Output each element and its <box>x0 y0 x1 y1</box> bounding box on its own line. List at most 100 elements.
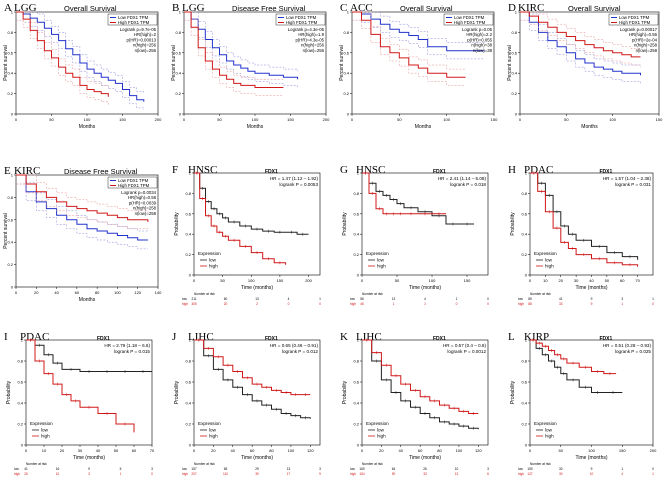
risk-high-cell: 9 <box>319 472 321 476</box>
stat-line: HR(high)=1.9 <box>298 32 324 37</box>
risk-high-cell: high <box>14 472 20 476</box>
ci-lower-low <box>520 19 641 84</box>
x-tick-label: 0 <box>15 290 18 295</box>
legend-box <box>107 176 158 189</box>
y-axis-label: Probability <box>6 380 12 404</box>
risk-high-cell: 90 <box>392 472 396 476</box>
x-tick-label: 50 <box>114 448 119 453</box>
x-tick-label: 0 <box>529 448 532 453</box>
legend-label-high: high <box>545 264 554 269</box>
panel-C: C ACC Overall Survival 0 0.2 0.4 0.6 0.8 1 0 50 100… <box>339 2 498 130</box>
risk-low-cell: low <box>518 297 523 301</box>
x-tick-label: 100 <box>84 117 91 122</box>
risk-low-cell: low <box>350 297 355 301</box>
y-tick-label: 0.6 <box>7 217 13 222</box>
panel-letter: C <box>340 2 347 14</box>
x-tick-label: 80 <box>95 290 100 295</box>
x-axis-label: Time (months) <box>73 455 105 461</box>
risk-high-cell: 13 <box>455 472 459 476</box>
ci-upper-high <box>184 11 284 80</box>
risk-low-cell: 60 <box>224 297 228 301</box>
panel-letter: A <box>4 2 12 14</box>
risk-high-cell: 0 <box>487 302 489 306</box>
series-line-low <box>530 339 623 393</box>
stat-line: HR(high)=0.56 <box>629 32 658 37</box>
hazard-ratio: HR = 0.57 (0.4 – 0.8) <box>443 343 486 348</box>
risk-title: Number at risk <box>194 462 215 466</box>
x-tick-label: 120 <box>134 290 141 295</box>
risk-high-cell: 1 <box>424 302 426 306</box>
y-tick-label: 0.8 <box>17 359 23 364</box>
y-axis-label: Probability <box>510 380 516 404</box>
legend-label-low: low <box>377 428 385 433</box>
series-line-low <box>16 11 145 102</box>
chart-gene: FDX1 <box>265 336 278 342</box>
y-axis-label: Probability <box>174 212 180 236</box>
ci-lower-high <box>520 19 641 66</box>
y-tick-label: 0 <box>179 112 182 117</box>
risk-high-cell: 88 <box>528 302 532 306</box>
x-tick-label: 200 <box>650 448 657 453</box>
y-tick-label: 0.8 <box>521 191 527 196</box>
y-tick-label: 1 <box>179 10 182 15</box>
series-line-high <box>184 11 284 88</box>
x-tick-label: 0 <box>351 117 354 122</box>
risk-high-cell: 33 <box>559 302 563 306</box>
hazard-ratio: HR = 1.57 (1.04 – 2.38) <box>603 176 652 181</box>
risk-high-cell: high <box>518 302 524 306</box>
risk-high-cell: 207 <box>191 472 197 476</box>
chart-gene: FDX1 <box>600 336 613 342</box>
legend-label-low: Low FDX1 TPM <box>118 178 149 183</box>
panel-J: J LIHC FDX1 0 0.2 0.4 0.6 0.8 1 0 20 40 60 80 100 120 Ti… <box>172 331 321 476</box>
legend-label-high: high <box>377 434 386 439</box>
y-tick-label: 0.6 <box>521 211 527 216</box>
x-tick-label: 0 <box>25 448 28 453</box>
legend-label-high: High FDX1 TPM <box>118 20 150 25</box>
x-tick-label: 60 <box>620 278 625 283</box>
x-tick-label: 100 <box>609 117 616 122</box>
x-tick-label: 20 <box>211 448 216 453</box>
y-tick-label: 0.2 <box>353 252 359 257</box>
legend-label-low: Low FDX1 TPM <box>619 15 650 20</box>
risk-low-cell: 41 <box>24 467 28 471</box>
x-tick-label: 200 <box>305 278 312 283</box>
ci-lower-low <box>16 19 145 110</box>
panel-letter: K <box>340 331 348 343</box>
risk-high-cell: high <box>182 472 188 476</box>
panel-D: D KIRC Overall Survival 0 0.2 0.4 0.6 0.8 1 0 50 10… <box>507 2 663 130</box>
x-tick-label: 50 <box>559 448 564 453</box>
x-axis-label: Time (months) <box>241 285 273 291</box>
risk-high-cell: 2 <box>256 302 258 306</box>
stat-line: Logrank p=0.05 <box>462 27 493 32</box>
y-tick-label: 0 <box>11 285 14 290</box>
risk-title: Number at risk <box>362 462 383 466</box>
series-line-low <box>194 339 311 419</box>
x-tick-label: 20 <box>559 278 564 283</box>
y-tick-label: 0.4 <box>521 401 527 406</box>
x-tick-label: 60 <box>75 290 80 295</box>
y-tick-label: 0.4 <box>343 71 349 76</box>
risk-high-cell: 9 <box>591 302 593 306</box>
x-tick-label: 200 <box>155 117 162 122</box>
risk-high-cell: 1 <box>652 472 654 476</box>
stat-line: n(high)=258 <box>634 43 658 48</box>
panel-letter: G <box>340 164 348 176</box>
series-line-low <box>184 11 299 80</box>
y-tick-label: 0 <box>189 273 192 278</box>
x-tick-label: 150 <box>464 278 471 283</box>
risk-high-cell: 10 <box>590 472 594 476</box>
logrank-p: logrank P = 0.0012 <box>447 349 486 354</box>
x-tick-label: 100 <box>114 290 121 295</box>
risk-low-cell: 41 <box>559 297 563 301</box>
y-tick-label: 0 <box>525 443 528 448</box>
x-tick-label: 20 <box>34 290 39 295</box>
legend-label-low: low <box>377 258 385 263</box>
ci-upper-high <box>16 11 109 89</box>
risk-high-cell: high <box>182 302 188 306</box>
series-line-low <box>26 339 152 372</box>
y-tick-label: 0 <box>525 273 528 278</box>
risk-low-cell: 64 <box>392 467 396 471</box>
ci-lower-low <box>184 19 298 88</box>
x-tick-label: 70 <box>635 278 640 283</box>
